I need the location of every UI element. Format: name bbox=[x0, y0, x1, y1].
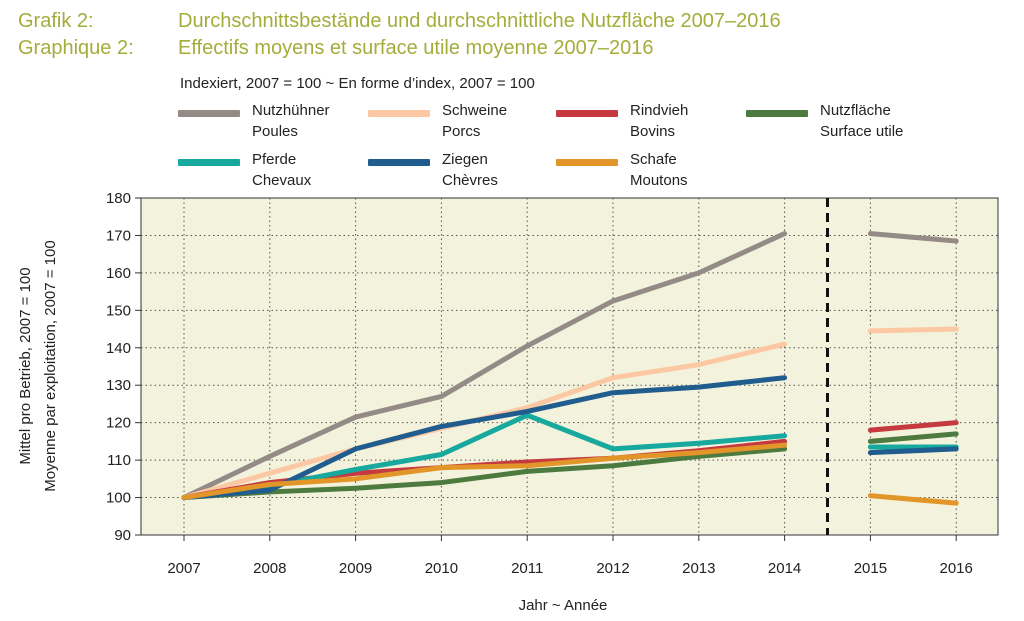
legend-swatch bbox=[368, 159, 430, 166]
legend-swatch bbox=[556, 110, 618, 117]
title-row-fr: Graphique 2: Effectifs moyens et surface… bbox=[18, 35, 781, 62]
legend-label-fr: Bovins bbox=[630, 123, 676, 140]
legend-text: Ziegen Chèvres bbox=[442, 149, 498, 191]
y-tick-label: 100 bbox=[106, 490, 131, 507]
y-tick-label: 140 bbox=[106, 340, 131, 357]
chart-subtitle: Indexiert, 2007 = 100 ~ En forme d’index… bbox=[180, 75, 535, 92]
x-tick-label: 2015 bbox=[854, 560, 887, 577]
x-tick-label: 2007 bbox=[167, 560, 200, 577]
chart-title-de: Durchschnittsbestände und durchschnittli… bbox=[178, 10, 781, 32]
legend-text: Nutzfläche Surface utile bbox=[820, 100, 903, 142]
legend-label-fr: Poules bbox=[252, 123, 298, 140]
legend-item-nutzfläche: Nutzfläche Surface utile bbox=[746, 100, 903, 142]
y-tick-label: 90 bbox=[114, 527, 131, 544]
x-tick-label: 2013 bbox=[682, 560, 715, 577]
legend-swatch bbox=[556, 159, 618, 166]
series-line-nutzfläche-after-break bbox=[867, 431, 959, 444]
legend-label-de: Nutzfläche bbox=[820, 102, 891, 119]
legend-label-de: Schweine bbox=[442, 102, 508, 119]
y-tick-label: 160 bbox=[106, 265, 131, 282]
legend-label-fr: Chevaux bbox=[252, 172, 312, 189]
legend-item-rindvieh: Rindvieh Bovins bbox=[556, 100, 688, 142]
y-axis-label-fr: Moyenne par exploitation, 2007 = 100 bbox=[42, 240, 59, 491]
legend-label-fr: Surface utile bbox=[820, 123, 904, 140]
legend-text: Nutzhühner Poules bbox=[252, 100, 330, 142]
graph-label-fr: Graphique 2: bbox=[18, 37, 134, 59]
legend-label-fr: Porcs bbox=[442, 123, 481, 140]
legend-swatch bbox=[178, 110, 240, 117]
legend-text: Pferde Chevaux bbox=[252, 149, 311, 191]
legend-text: Schafe Moutons bbox=[630, 149, 688, 191]
legend-item-pferde: Pferde Chevaux bbox=[178, 149, 311, 191]
legend-label-de: Ziegen bbox=[442, 151, 488, 168]
x-tick-label: 2014 bbox=[768, 560, 801, 577]
legend-label-de: Rindvieh bbox=[630, 102, 689, 119]
legend-text: Schweine Porcs bbox=[442, 100, 507, 142]
series-line-rindvieh-after-break bbox=[867, 420, 959, 433]
series-line-nutzhühner-after-break bbox=[867, 231, 959, 244]
series-line-schweine-after-break bbox=[867, 326, 959, 334]
x-tick-label: 2016 bbox=[940, 560, 973, 577]
legend-item-schafe: Schafe Moutons bbox=[556, 149, 688, 191]
legend-swatch bbox=[368, 110, 430, 117]
x-axis-label: Jahr ~ Année bbox=[519, 597, 608, 614]
legend-label-fr: Moutons bbox=[630, 172, 688, 189]
x-tick-label: 2011 bbox=[511, 560, 543, 577]
legend-text: Rindvieh Bovins bbox=[630, 100, 688, 142]
y-tick-label: 120 bbox=[106, 415, 131, 432]
y-tick-label: 130 bbox=[106, 377, 131, 394]
x-tick-label: 2008 bbox=[253, 560, 286, 577]
legend-swatch bbox=[746, 110, 808, 117]
series-line-ziegen-after-break bbox=[867, 446, 959, 456]
series-line-schafe-after-break bbox=[867, 493, 959, 506]
legend-label-de: Schafe bbox=[630, 151, 677, 168]
y-tick-label: 180 bbox=[106, 190, 131, 207]
legend-item-schweine: Schweine Porcs bbox=[368, 100, 507, 142]
legend-swatch bbox=[178, 159, 240, 166]
y-tick-label: 110 bbox=[107, 452, 131, 469]
legend-label-de: Pferde bbox=[252, 151, 297, 168]
y-axis-label-de: Mittel pro Betrieb, 2007 = 100 bbox=[17, 267, 34, 464]
series-line-schafe bbox=[181, 442, 788, 501]
x-tick-label: 2012 bbox=[596, 560, 629, 577]
legend-label-de: Nutzhühner bbox=[252, 102, 330, 119]
y-tick-label: 170 bbox=[106, 227, 131, 244]
legend-item-ziegen: Ziegen Chèvres bbox=[368, 149, 498, 191]
legend-item-nutzhühner: Nutzhühner Poules bbox=[178, 100, 330, 142]
legend-label-fr: Chèvres bbox=[442, 172, 498, 189]
x-tick-label: 2009 bbox=[339, 560, 372, 577]
title-block: Grafik 2: Durchschnittsbestände und durc… bbox=[18, 8, 781, 62]
series-line-nutzhühner bbox=[181, 231, 788, 501]
y-tick-label: 150 bbox=[106, 302, 131, 319]
series-line-nutzfläche bbox=[181, 446, 788, 501]
title-row-de: Grafik 2: Durchschnittsbestände und durc… bbox=[18, 8, 781, 35]
graph-label-de: Grafik 2: bbox=[18, 10, 94, 32]
chart-title-fr: Effectifs moyens et surface utile moyenn… bbox=[178, 37, 654, 59]
x-tick-label: 2010 bbox=[425, 560, 458, 577]
